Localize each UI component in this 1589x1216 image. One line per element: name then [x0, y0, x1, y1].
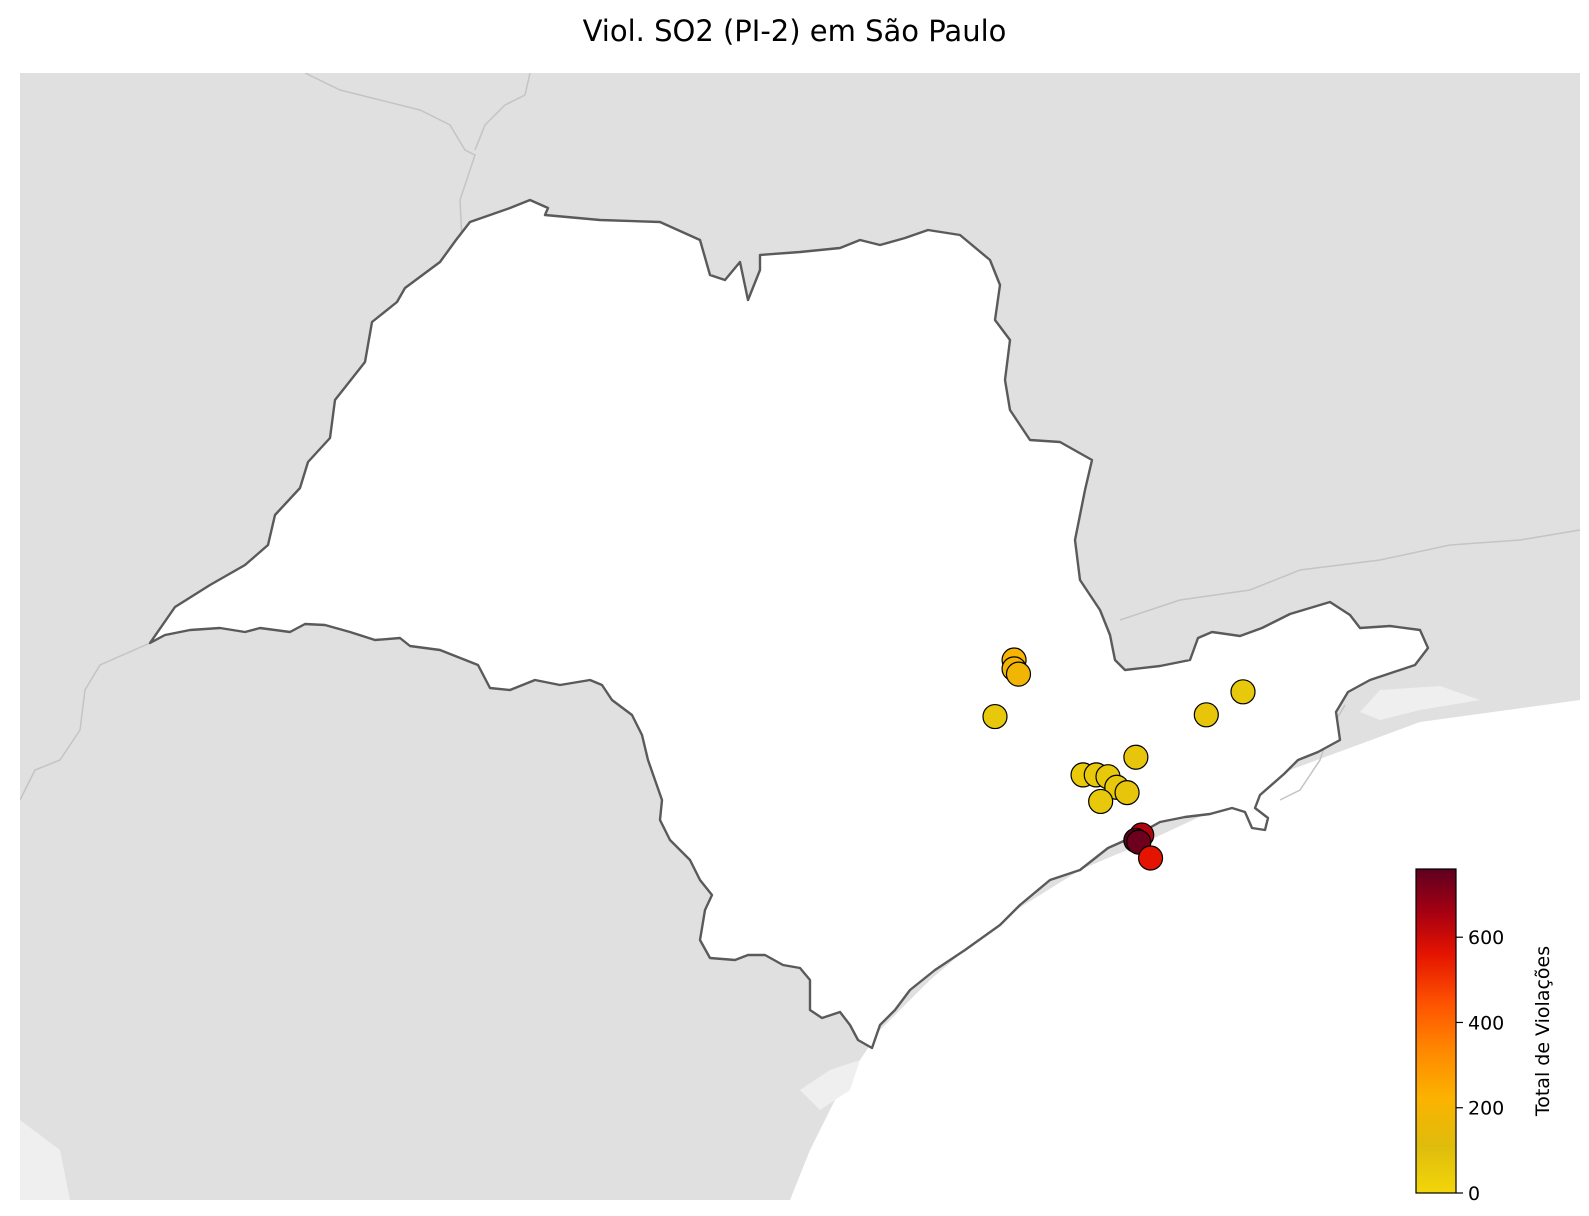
station-point[interactable]: [1005, 661, 1032, 687]
map-title: Viol. SO2 (PI-2) em São Paulo: [582, 14, 1007, 48]
colorbar-tick-label: 400: [1468, 1012, 1504, 1034]
colorbar-tick-label: 600: [1468, 927, 1504, 949]
station-point[interactable]: [1193, 702, 1219, 728]
sao-paulo-state[interactable]: [148, 198, 1430, 1050]
station-point[interactable]: [982, 703, 1008, 730]
map-area: [20, 73, 1580, 1200]
neighbor-state-border: [1119, 529, 1580, 621]
station-point[interactable]: [1230, 679, 1256, 705]
station-point[interactable]: [1137, 845, 1164, 871]
colorbar-ticks: 0 200 400 600: [1456, 927, 1504, 1205]
neighbor-state-border: [304, 73, 476, 241]
station-point[interactable]: [1123, 744, 1149, 770]
colorbar-tick-label: 200: [1468, 1098, 1504, 1120]
colorbar-gradient: [1415, 868, 1457, 1194]
station-markers: [982, 647, 1256, 871]
colorbar-tick-label: 0: [1468, 1183, 1480, 1205]
neighbor-state-border: [20, 642, 151, 801]
station-point[interactable]: [1088, 788, 1114, 815]
colorbar: 0 200 400 600 Total de Violações: [1415, 868, 1554, 1205]
station-point[interactable]: [1114, 779, 1140, 806]
neighbor-state-border: [474, 73, 531, 151]
colorbar-label: Total de Violações: [1532, 946, 1554, 1117]
